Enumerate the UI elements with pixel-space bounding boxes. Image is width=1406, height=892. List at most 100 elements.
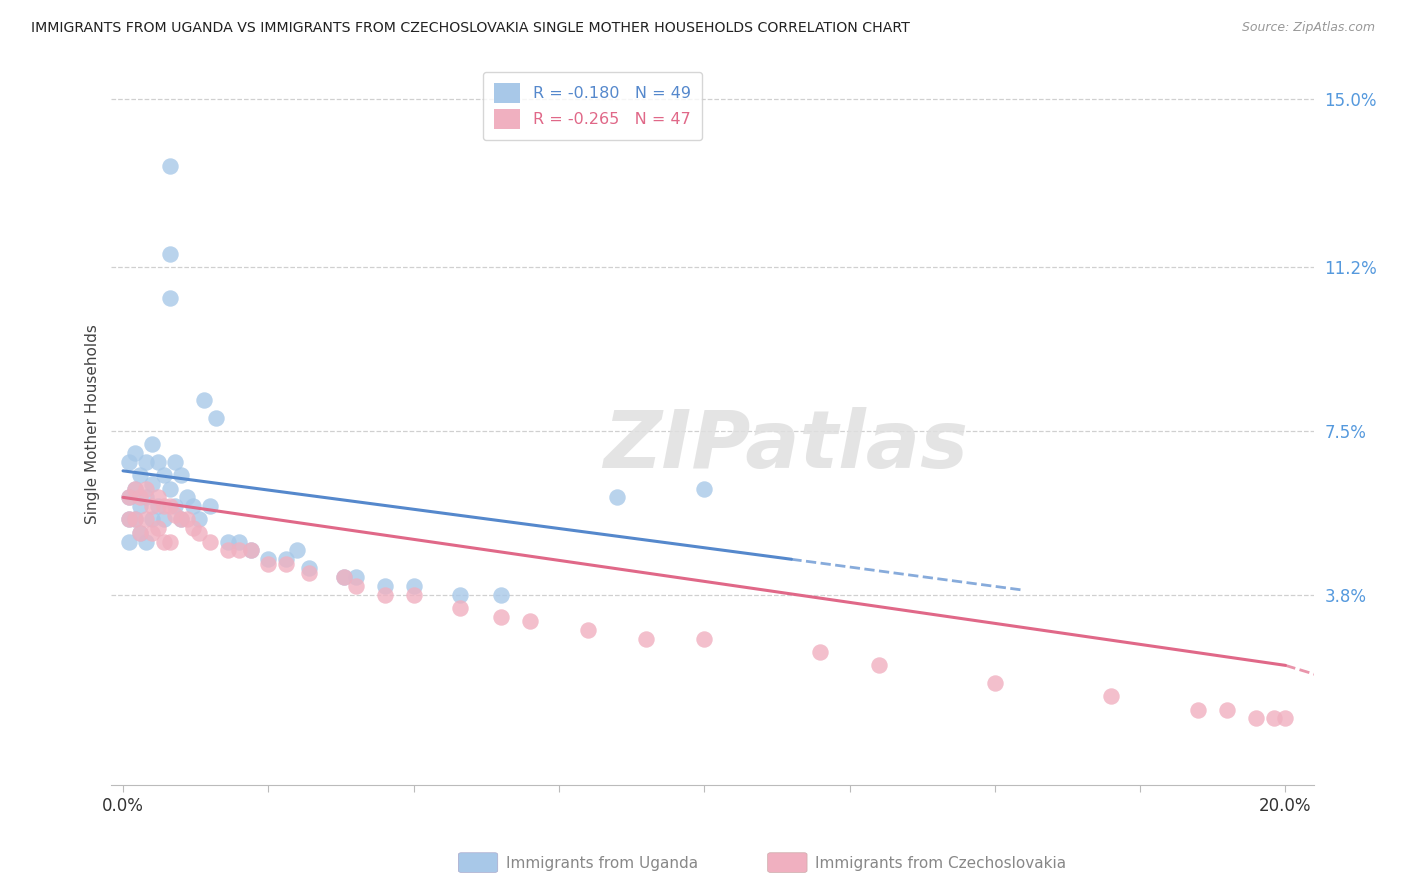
Point — [449, 588, 471, 602]
Legend: R = -0.180   N = 49, R = -0.265   N = 47: R = -0.180 N = 49, R = -0.265 N = 47 — [484, 72, 702, 140]
Point — [344, 570, 367, 584]
Point — [152, 512, 174, 526]
Point — [228, 534, 250, 549]
Point — [449, 600, 471, 615]
Point — [165, 508, 187, 522]
Point — [257, 552, 280, 566]
Point — [129, 468, 152, 483]
Point — [1099, 690, 1122, 704]
Point — [187, 512, 209, 526]
FancyBboxPatch shape — [458, 853, 498, 872]
Point — [181, 499, 204, 513]
Point — [1263, 711, 1285, 725]
Point — [228, 543, 250, 558]
Point — [152, 468, 174, 483]
Point — [344, 579, 367, 593]
Point — [519, 614, 541, 628]
Y-axis label: Single Mother Households: Single Mother Households — [86, 325, 100, 524]
Point — [257, 557, 280, 571]
Text: ZIPatlas: ZIPatlas — [603, 407, 967, 485]
Point — [1274, 711, 1296, 725]
Point — [124, 482, 146, 496]
Point — [118, 491, 141, 505]
Point — [159, 499, 181, 513]
Point — [374, 579, 396, 593]
Point — [124, 446, 146, 460]
Point — [287, 543, 309, 558]
Point — [274, 557, 297, 571]
Point — [146, 499, 169, 513]
Point — [170, 468, 193, 483]
Point — [124, 512, 146, 526]
Point — [576, 623, 599, 637]
Point — [129, 499, 152, 513]
Point — [129, 525, 152, 540]
Point — [333, 570, 356, 584]
Point — [193, 393, 215, 408]
Point — [146, 455, 169, 469]
Point — [141, 525, 163, 540]
Point — [200, 534, 222, 549]
Point — [298, 561, 321, 575]
Point — [217, 534, 239, 549]
Point — [118, 491, 141, 505]
Point — [1246, 711, 1268, 725]
Point — [135, 512, 157, 526]
Point — [810, 645, 832, 659]
Point — [135, 482, 157, 496]
Point — [124, 512, 146, 526]
Point — [274, 552, 297, 566]
Point — [159, 534, 181, 549]
Point — [489, 588, 512, 602]
Point — [159, 292, 181, 306]
Point — [1187, 703, 1209, 717]
Point — [118, 512, 141, 526]
Point — [239, 543, 262, 558]
Point — [205, 410, 228, 425]
Point — [152, 534, 174, 549]
Point — [135, 491, 157, 505]
Point — [984, 676, 1007, 690]
FancyBboxPatch shape — [768, 853, 807, 872]
Point — [118, 512, 141, 526]
Point — [1216, 703, 1239, 717]
Point — [124, 482, 146, 496]
Point — [159, 482, 181, 496]
Point — [402, 579, 425, 593]
Point — [402, 588, 425, 602]
Point — [146, 491, 169, 505]
Text: Source: ZipAtlas.com: Source: ZipAtlas.com — [1241, 21, 1375, 34]
Point — [141, 437, 163, 451]
Point — [170, 512, 193, 526]
Point — [159, 247, 181, 261]
Point — [152, 499, 174, 513]
Point — [118, 534, 141, 549]
Point — [135, 534, 157, 549]
Point — [129, 525, 152, 540]
Point — [118, 455, 141, 469]
Point — [333, 570, 356, 584]
Point — [187, 525, 209, 540]
Point — [165, 499, 187, 513]
Point — [135, 455, 157, 469]
Point — [693, 482, 716, 496]
Text: Immigrants from Czechoslovakia: Immigrants from Czechoslovakia — [815, 856, 1067, 871]
Point — [489, 609, 512, 624]
Point — [636, 632, 658, 646]
Point — [165, 455, 187, 469]
Point — [170, 512, 193, 526]
Point — [298, 566, 321, 580]
Point — [693, 632, 716, 646]
Point — [141, 512, 163, 526]
Point — [141, 499, 163, 513]
Text: IMMIGRANTS FROM UGANDA VS IMMIGRANTS FROM CZECHOSLOVAKIA SINGLE MOTHER HOUSEHOLD: IMMIGRANTS FROM UGANDA VS IMMIGRANTS FRO… — [31, 21, 910, 35]
Point — [176, 491, 198, 505]
Point — [239, 543, 262, 558]
Point — [146, 521, 169, 535]
Point — [374, 588, 396, 602]
Point — [868, 658, 890, 673]
Point — [129, 491, 152, 505]
Point — [606, 491, 628, 505]
Text: Immigrants from Uganda: Immigrants from Uganda — [506, 856, 699, 871]
Point — [181, 521, 204, 535]
